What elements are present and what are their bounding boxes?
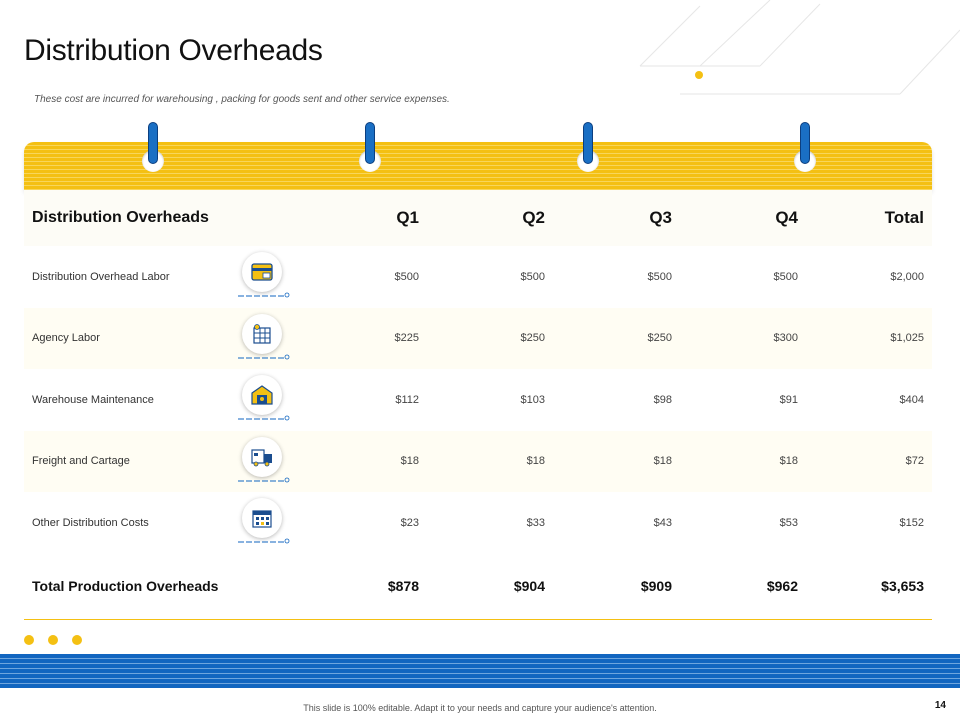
row-label: Freight and Cartage — [32, 455, 130, 468]
total-total: $3,653 — [881, 578, 924, 594]
cell-q2: $33 — [526, 516, 545, 529]
row-label: Distribution Overhead Labor — [32, 270, 170, 283]
binder-band — [24, 142, 932, 190]
header-label: Distribution Overheads — [32, 209, 209, 226]
cell-total: $2,000 — [890, 270, 924, 283]
binder-ring — [577, 122, 599, 174]
circuit-line — [238, 538, 290, 544]
page-number: 14 — [934, 700, 946, 711]
cell-q2: $500 — [520, 270, 545, 283]
circuit-line — [238, 354, 290, 359]
dot — [48, 635, 58, 645]
cell-total: $1,025 — [890, 332, 924, 345]
decorative-dots — [24, 635, 82, 645]
binder-ring — [794, 122, 816, 174]
cell-q1: $500 — [394, 270, 419, 283]
cell-q4: $500 — [773, 270, 798, 283]
table-row: Warehouse Maintenance $112 $103 $98 $91 … — [24, 369, 932, 431]
cell-q1: $225 — [394, 332, 419, 345]
page-title: Distribution Overheads — [24, 34, 323, 67]
cell-q1: $23 — [400, 516, 419, 529]
cell-q4: $18 — [779, 455, 798, 468]
dot — [72, 635, 82, 645]
cell-q3: $43 — [653, 516, 672, 529]
cell-total: $152 — [899, 516, 924, 529]
dot — [24, 635, 34, 645]
cell-total: $404 — [899, 393, 924, 406]
cell-q3: $18 — [653, 455, 672, 468]
binder-ring — [359, 122, 381, 174]
cell-q1: $112 — [395, 393, 419, 406]
cell-q1: $18 — [400, 455, 419, 468]
circuit-line — [238, 292, 290, 298]
table-row: Other Distribution Costs $23 $33 $43 $53… — [24, 492, 932, 554]
cell-q3: $500 — [647, 270, 672, 283]
table-row: Distribution Overhead Labor $500 $500 $5… — [24, 246, 932, 308]
circuit-line — [238, 477, 290, 482]
cell-total: $72 — [905, 455, 924, 468]
subtitle: These cost are incurred for warehousing … — [34, 94, 450, 105]
total-q2: $904 — [513, 578, 545, 594]
circuit-line — [238, 415, 290, 421]
cell-q2: $18 — [526, 455, 545, 468]
table-total-row: Total Production Overheads $878 $904 $90… — [24, 553, 932, 620]
cell-q3: $250 — [647, 332, 672, 345]
warehouse-icon — [242, 375, 282, 415]
cell-q3: $98 — [653, 393, 672, 406]
payment-card-icon — [242, 252, 282, 292]
total-q3: $909 — [640, 578, 672, 594]
table-header-row: Distribution Overheads Q1 Q2 Q3 Q4 Total — [24, 190, 932, 246]
freight-truck-icon — [242, 436, 282, 477]
cell-q2: $250 — [520, 332, 545, 345]
table-row: Freight and Cartage $18 $18 $18 $18 $72 — [24, 430, 932, 492]
cell-q4: $53 — [779, 516, 798, 529]
header-q2: Q2 — [522, 208, 545, 227]
cell-q2: $103 — [520, 393, 545, 406]
header-q4: Q4 — [775, 208, 798, 227]
table-row: Agency Labor $225 $250 $250 $300 $1,025 — [24, 307, 932, 369]
total-q4: $962 — [766, 578, 798, 594]
header-total: Total — [884, 208, 924, 227]
header-q1: Q1 — [396, 208, 419, 227]
binder-ring — [142, 122, 164, 174]
row-label: Warehouse Maintenance — [32, 393, 154, 406]
cell-q4: $300 — [773, 332, 798, 345]
cell-q4: $91 — [779, 393, 798, 406]
row-label: Other Distribution Costs — [32, 516, 149, 529]
row-label: Agency Labor — [32, 332, 100, 345]
total-label: Total Production Overheads — [32, 578, 219, 594]
footer-text: This slide is 100% editable. Adapt it to… — [303, 703, 657, 713]
total-q1: $878 — [387, 578, 419, 594]
worker-scaffold-icon — [242, 313, 282, 354]
building-office-icon — [242, 498, 282, 538]
footer-band — [0, 654, 960, 688]
header-q3: Q3 — [649, 208, 672, 227]
overheads-table: Distribution Overheads Q1 Q2 Q3 Q4 Total… — [24, 190, 932, 620]
